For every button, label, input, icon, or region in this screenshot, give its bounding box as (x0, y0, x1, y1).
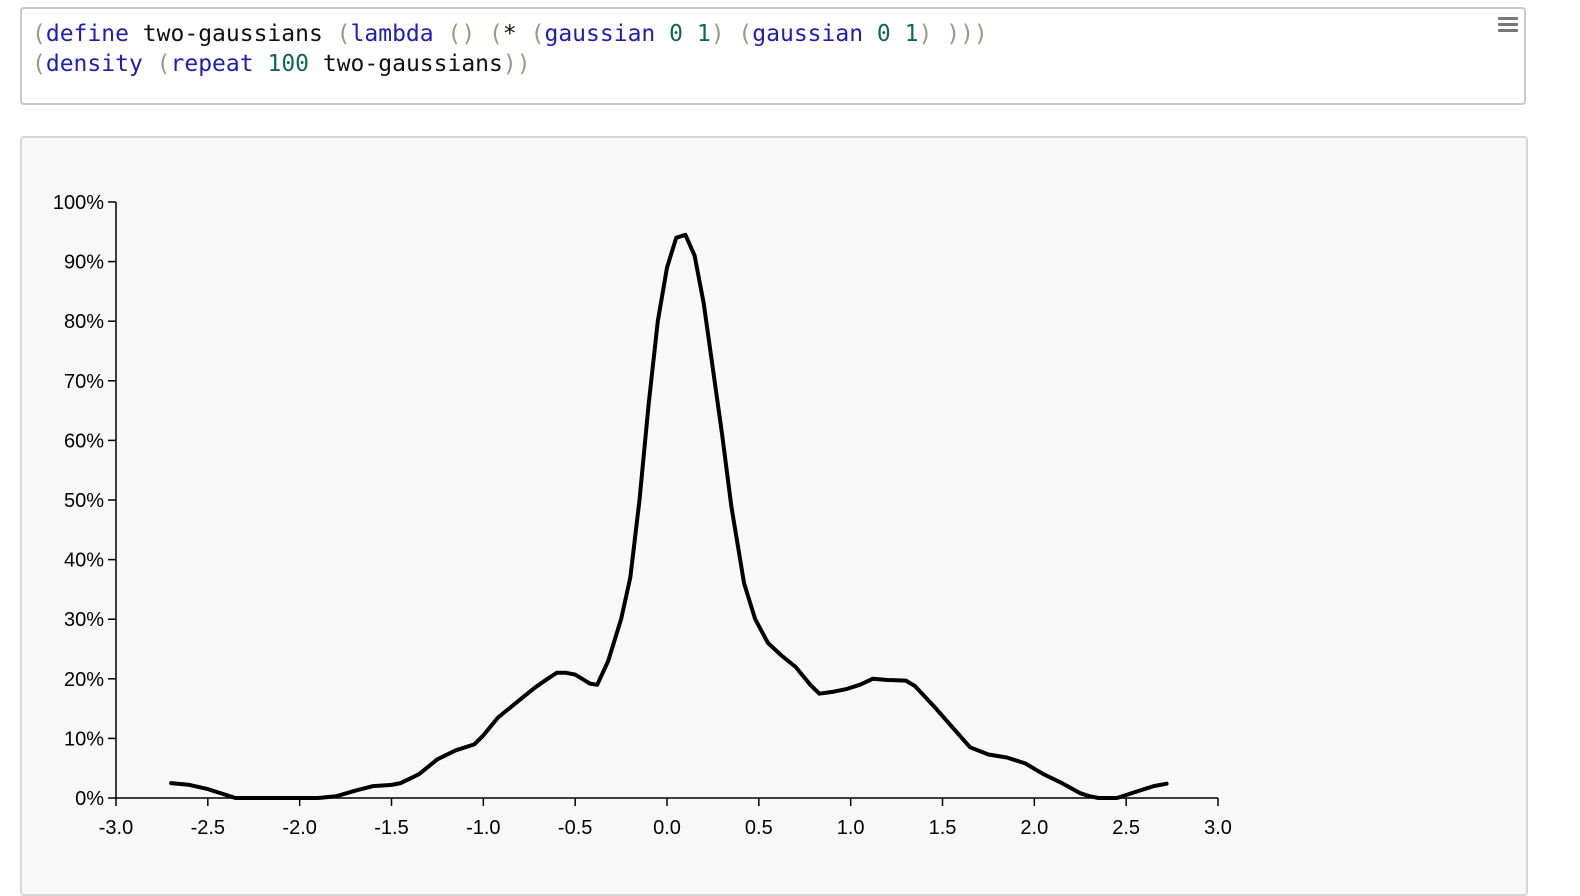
y-tick-label: 20% (64, 669, 104, 691)
code-token: ( (489, 21, 503, 47)
code-token: lambda (350, 21, 434, 47)
code-token: two-gaussians (128, 21, 337, 47)
y-tick-label: 30% (64, 609, 104, 631)
code-token (517, 21, 531, 47)
y-tick-label: 90% (64, 252, 104, 274)
code-token (143, 51, 157, 77)
y-tick-label: 10% (64, 728, 104, 750)
code-token: two-gaussians (309, 51, 503, 77)
menu-bar (1498, 23, 1518, 26)
x-tick-label: -3.0 (99, 817, 133, 839)
code-token: )) (502, 51, 531, 77)
code-token (891, 21, 905, 47)
density-line (169, 232, 1169, 800)
y-tick-label: 50% (64, 490, 104, 512)
code-token: density (45, 51, 143, 77)
x-tick-label: -2.5 (191, 817, 225, 839)
code-token: repeat (170, 51, 254, 77)
code-token: () (447, 21, 476, 47)
y-tick-label: 60% (64, 430, 104, 452)
menu-bar (1498, 29, 1518, 32)
code-token: ) (918, 21, 933, 47)
code-token (863, 21, 877, 47)
x-tick-label: 1.0 (837, 817, 865, 839)
y-tick-label: 40% (64, 550, 104, 572)
x-tick-label: 0.0 (653, 817, 681, 839)
x-tick-label: 1.5 (929, 817, 957, 839)
y-tick-label: 80% (64, 311, 104, 333)
code-token: 0 (876, 21, 891, 47)
density-chart: 0% 10% 20% 30% 40% 50% 60% 70% 80% 90% 100% -3.0 -2.… (53, 192, 1232, 839)
code-editor[interactable]: (define two-gaussians (lambda () (* (gau… (20, 7, 1526, 105)
code-token: define (45, 21, 129, 47)
code-token: ( (32, 21, 46, 47)
code-token: ) (710, 21, 725, 47)
code-token: * (502, 21, 517, 47)
y-tick-label: 100% (53, 192, 104, 214)
code-token: gaussian (544, 21, 656, 47)
y-tick-label: 70% (64, 371, 104, 393)
code-token: 0 (669, 21, 683, 47)
code-line[interactable]: (define two-gaussians (lambda () (* (gau… (32, 19, 988, 49)
hamburger-menu-icon[interactable] (1498, 17, 1518, 35)
code-token: ))) (946, 21, 988, 47)
x-tick-label: 2.0 (1020, 817, 1048, 839)
code-token (725, 21, 739, 47)
code-token: 100 (267, 51, 310, 77)
output-panel: 0% 10% 20% 30% 40% 50% 60% 70% 80% 90% 100% -3.0 -2.… (20, 136, 1528, 896)
x-tick-label: -1.0 (466, 817, 500, 839)
x-tick-label: -0.5 (558, 817, 592, 839)
y-tick-label: 0% (75, 788, 104, 810)
x-tick-label: -1.5 (374, 817, 408, 839)
code-token: gaussian (752, 21, 864, 47)
code-token (932, 21, 946, 47)
x-tick-label: 3.0 (1204, 817, 1232, 839)
code-token: ( (32, 51, 46, 77)
code-token: ( (156, 51, 171, 77)
x-tick-label: 2.5 (1112, 817, 1140, 839)
code-token: ( (738, 21, 753, 47)
code-token (475, 21, 489, 47)
code-text[interactable]: (define two-gaussians (lambda () (* (gau… (32, 19, 988, 79)
code-token: 1 (904, 21, 919, 47)
x-tick-label: 0.5 (745, 817, 773, 839)
code-token (655, 21, 669, 47)
code-token: ( (530, 21, 545, 47)
code-token (683, 21, 697, 47)
menu-bar (1498, 17, 1518, 20)
x-tick-label: -2.0 (282, 817, 316, 839)
code-token: 1 (696, 21, 711, 47)
code-token (254, 51, 268, 77)
code-token: ( (336, 21, 351, 47)
code-token (434, 21, 448, 47)
code-line[interactable]: (density (repeat 100 two-gaussians)) (32, 49, 988, 79)
